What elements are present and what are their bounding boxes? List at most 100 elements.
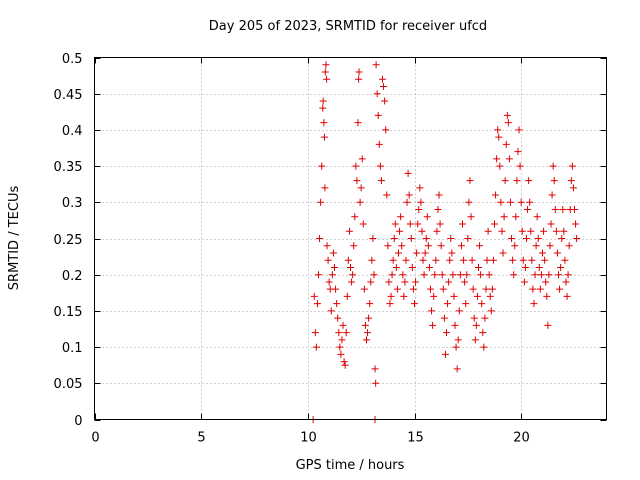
data-point [488,285,496,293]
data-point [365,314,373,322]
data-point [500,213,508,221]
data-point [560,227,568,235]
data-point [462,300,470,308]
data-point [316,235,324,242]
data-point [572,220,580,228]
data-point [325,278,333,286]
y-tick-label: 0.15 [54,305,83,320]
data-point [395,249,402,257]
data-point [573,235,581,242]
data-point [525,177,533,185]
data-point [495,133,503,141]
data-point [501,177,509,185]
data-point [368,256,376,264]
x-tick-label: 0 [91,431,99,446]
data-point [434,206,442,214]
data-point [551,206,559,214]
data-point [401,278,409,286]
data-point [355,75,363,83]
data-point [344,256,352,264]
data-point [555,271,562,279]
data-point [336,343,344,351]
data-point [451,321,459,329]
data-point [441,350,449,358]
data-point [414,220,422,228]
data-point [548,191,556,199]
data-point [428,307,436,315]
data-point [419,256,427,264]
data-point [481,314,489,322]
data-point [471,336,479,344]
data-point [493,155,501,163]
data-point [463,271,471,279]
data-point [402,256,410,264]
data-point [361,321,369,329]
data-point [467,213,475,221]
data-point [333,300,341,308]
data-point [322,61,330,69]
data-point [452,343,460,351]
x-axis-label: GPS time / hours [296,458,405,473]
data-point [483,256,491,264]
data-point [436,220,444,228]
data-point [343,292,351,300]
y-tick-label: 0.05 [54,377,83,392]
data-point [366,300,374,308]
data-point [479,329,487,337]
data-point [338,336,346,344]
data-point [550,177,558,185]
data-point [503,111,511,119]
data-point [444,300,452,308]
data-point [415,206,423,214]
data-point [433,227,441,235]
data-point [323,242,331,250]
data-point [348,278,356,286]
data-point [379,75,386,83]
data-point [454,336,462,344]
data-point [327,307,335,315]
data-point [320,133,328,141]
data-point [411,300,418,308]
data-point [519,256,527,264]
data-point [457,242,465,250]
y-tick-labels: 0 0.05 0.1 0.15 0.2 0.25 0.3 0.35 0.4 0.45 0.5 [54,52,83,429]
chart-title: Day 205 of 2023, SRMTID for receiver ufc… [209,19,487,34]
data-point [393,285,401,293]
data-point [347,263,354,271]
data-point [321,184,329,192]
data-point [319,97,327,105]
data-point [349,271,357,279]
data-point [520,278,528,286]
data-point [341,361,349,369]
data-point [470,314,478,322]
data-point [556,285,564,293]
data-point [508,235,516,242]
data-point [530,300,538,308]
data-point [339,321,347,329]
data-point [437,242,445,250]
data-point [406,220,414,228]
data-point [392,263,400,271]
y-tick-label: 0.5 [62,52,83,67]
data-point [363,336,370,344]
x-tick-label: 10 [300,431,317,446]
data-point [381,97,389,105]
data-point [320,119,328,127]
data-point [557,263,565,271]
y-tick-label: 0.3 [62,196,83,211]
data-point [357,184,365,192]
data-point [435,191,443,199]
data-point [543,292,551,300]
data-point [397,213,405,221]
data-point [388,271,396,279]
data-point [542,278,550,286]
data-point [351,213,359,221]
y-tick-label: 0.35 [54,160,83,175]
data-point [429,321,437,329]
data-point [505,155,513,163]
data-point [311,329,319,337]
data-point [423,213,431,221]
data-point [418,227,426,235]
data-point [445,278,453,286]
data-point [359,220,367,228]
